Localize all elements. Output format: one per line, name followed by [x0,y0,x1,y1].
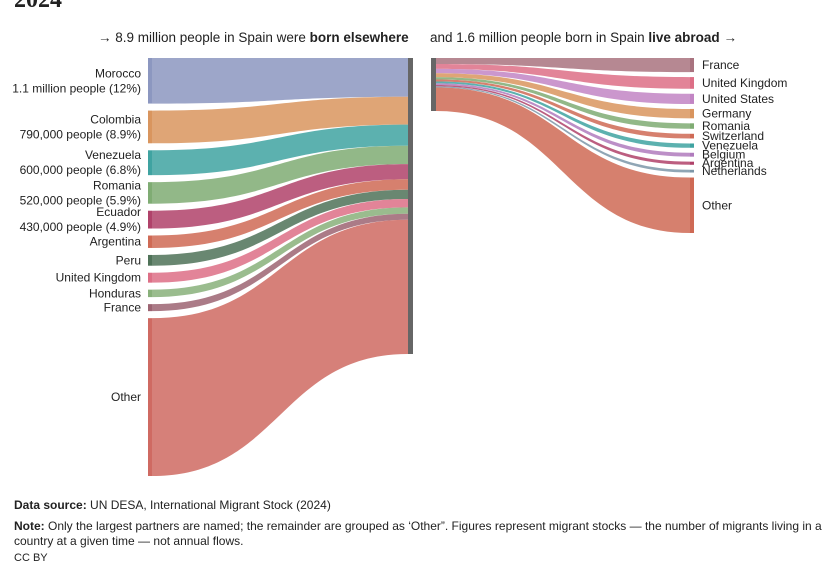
flow-united-kingdom-to-spain [152,198,408,283]
flow-venezuela-to-spain [152,124,408,176]
node-spain-immigrants [408,58,413,354]
label-dest-belgium: Belgium [702,148,745,162]
label-ecuador: Ecuador [96,205,141,219]
immigrants-heading-text: → 8.9 million people in Spain were [98,30,310,45]
label-united-kingdom: United Kingdom [56,271,141,285]
flow-spain-to-united-kingdom [436,63,690,89]
label-dest-romania: Romania [702,119,750,133]
node-romania [148,182,152,204]
node-dest-argentina [690,161,694,165]
emigrants-heading-text: and 1.6 million people born in Spain [430,30,649,45]
node-other [148,318,152,476]
flow-spain-to-venezuela [436,81,690,148]
node-venezuela [148,150,152,176]
note-label: Note: [14,519,45,533]
flow-spain-to-romania [436,77,690,129]
label-dest-france: France [702,58,740,72]
label-romania: Romania [93,178,141,192]
chart-note: Note: Only the largest partners are name… [14,519,824,549]
label-dest-netherlands: Netherlands [702,164,767,178]
node-spain-emigrants [431,58,436,111]
flow-morocco-to-spain [152,58,408,104]
node-colombia [148,110,152,144]
data-source-text: UN DESA, International Migrant Stock (20… [86,498,331,512]
label-dest-venezuela: Venezuela [702,139,758,153]
flow-spain-to-switzerland [436,79,690,139]
node-argentina [148,235,152,248]
data-source-label: Data source: [14,498,87,512]
label-dest-argentina: Argentina [702,156,754,170]
node-dest-germany [690,108,694,119]
flow-other-to-spain [152,219,408,476]
flow-honduras-to-spain [152,207,408,298]
label-dest-united-kingdom: United Kingdom [702,76,787,90]
node-dest-switzerland [690,133,694,139]
node-morocco [148,58,152,104]
flow-spain-to-netherlands [436,86,690,173]
node-united-kingdom [148,272,152,283]
node-dest-belgium [690,152,694,157]
flow-romania-to-spain [152,145,408,204]
label-peru: Peru [116,253,141,267]
label-venezuela: Venezuela [85,148,141,162]
flow-france-to-spain [152,213,408,312]
flow-spain-to-germany [436,73,690,119]
node-dest-romania [690,123,694,129]
label-argentina: Argentina [90,235,142,249]
label-dest-switzerland: Switzerland [702,129,764,143]
emigrants-heading-arrow: → [719,30,737,45]
flow-ecuador-to-spain [152,164,408,229]
value-label-ecuador: 430,000 people (4.9%) [20,220,141,234]
label-france: France [104,301,142,315]
license: CC BY [14,552,48,564]
node-dest-netherlands [690,169,694,173]
flow-spain-to-other [436,87,690,233]
label-other: Other [111,390,141,404]
label-dest-united-states: United States [702,92,774,106]
node-dest-united-states [690,93,694,104]
value-label-morocco: 1.1 million people (12%) [12,81,141,95]
immigrants-heading-bold: born elsewhere [309,30,409,45]
flow-spain-to-france [436,58,690,73]
label-colombia: Colombia [90,112,141,126]
label-honduras: Honduras [89,286,141,300]
flow-peru-to-spain [152,189,408,266]
node-honduras [148,289,152,298]
node-dest-venezuela [690,143,694,148]
label-dest-other: Other [702,198,732,212]
immigrants-heading: → 8.9 million people in Spain were born … [98,30,409,45]
value-label-romania: 520,000 people (5.9%) [20,193,141,207]
node-dest-united-kingdom [690,77,694,89]
node-dest-france [690,58,694,73]
node-peru [148,254,152,266]
emigrants-heading: and 1.6 million people born in Spain liv… [430,30,737,45]
node-ecuador [148,210,152,229]
data-source: Data source: UN DESA, International Migr… [14,498,331,512]
chart-title: 2024 [14,0,62,13]
node-france [148,304,152,312]
value-label-colombia: 790,000 people (8.9%) [20,127,141,141]
flow-spain-to-belgium [436,83,690,157]
note-text: Only the largest partners are named; the… [14,519,822,548]
node-dest-other [690,177,694,233]
flow-spain-to-argentina [436,84,690,165]
flow-spain-to-united-states [436,68,690,104]
flow-colombia-to-spain [152,96,408,144]
emigrants-heading-bold: live abroad [648,30,720,45]
value-label-venezuela: 600,000 people (6.8%) [20,163,141,177]
flow-argentina-to-spain [152,179,408,248]
label-dest-germany: Germany [702,107,751,121]
label-morocco: Morocco [95,66,141,80]
